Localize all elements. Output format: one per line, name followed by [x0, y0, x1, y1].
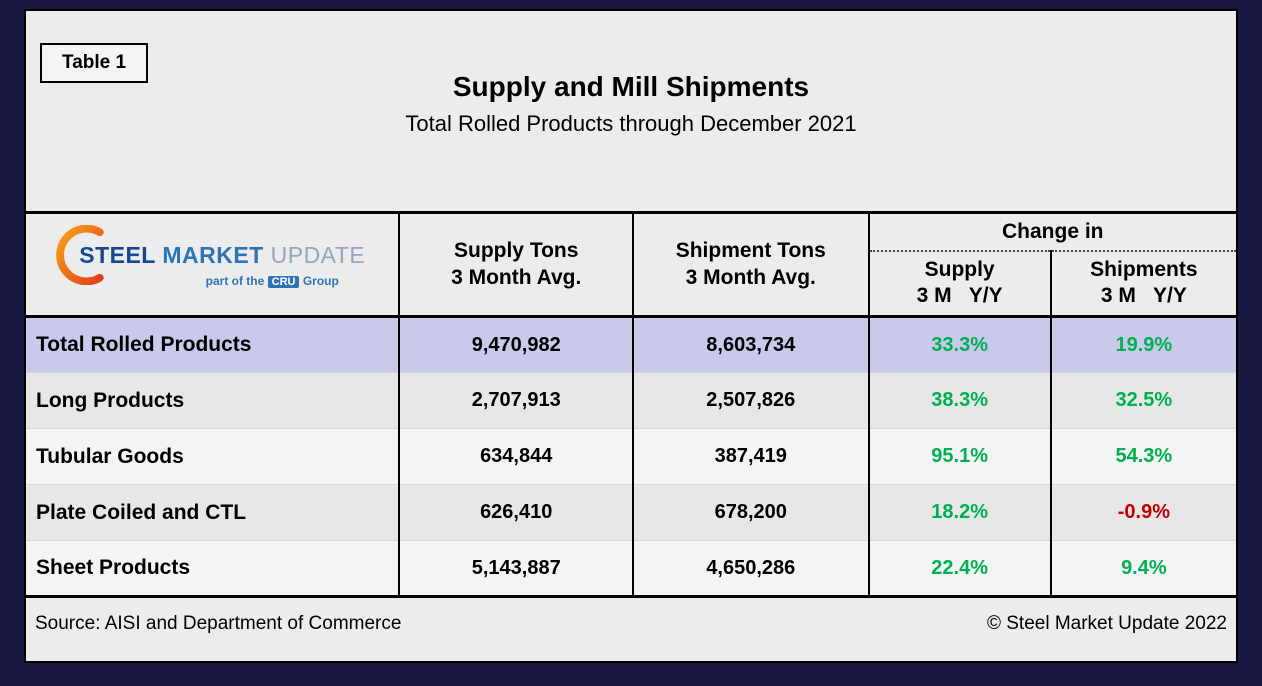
product-name-cell: Plate Coiled and CTL	[26, 484, 400, 541]
logo-word-update: UPDATE	[270, 241, 366, 268]
change-value: 22.4%	[867, 540, 1051, 598]
page-title: Supply and Mill Shipments	[452, 71, 810, 102]
product-name-cell: Tubular Goods	[26, 428, 400, 485]
logo-tagline: part of the CRU Group	[205, 273, 339, 288]
table-label: Table 1	[62, 52, 127, 73]
change-value: 18.2%	[867, 484, 1051, 541]
report-panel: Table 1 Supply and Mill Shipments Total …	[24, 9, 1238, 663]
title-area: Table 1 Supply and Mill Shipments Total …	[26, 11, 1236, 211]
column-header-supply-tons: Supply Tons 3 Month Avg.	[398, 211, 633, 318]
change-value: 38.3%	[867, 372, 1051, 429]
shipment-tons-cell: 387,419	[631, 428, 869, 485]
product-name-cell: Total Rolled Products	[36, 333, 252, 356]
table-row: Long Products 2,707,913 2,507,826 38.3% …	[26, 372, 1236, 429]
footer: Source: AISI and Department of Commerce …	[26, 598, 1236, 650]
header-row-sub: Supply 3 M Y/Y Shipments 3 M Y/Y	[26, 250, 1236, 318]
product-name-cell: Long Products	[26, 372, 400, 429]
shipment-tons-cell: 4,650,286	[631, 540, 869, 598]
table-label-box: Table 1	[40, 43, 149, 83]
shipment-tons-cell: 8,603,734	[631, 316, 869, 373]
change-value: 19.9%	[1049, 316, 1236, 373]
table-row: Sheet Products 5,143,887 4,650,286 22.4%…	[26, 540, 1236, 598]
product-name-cell: Sheet Products	[26, 540, 400, 598]
supply-tons-cell: 5,143,887	[398, 540, 633, 598]
logo-word-market: MARKET	[162, 241, 264, 268]
header-row-top: STEEL MARKET UPDATE part of the CRU Grou…	[26, 211, 1236, 318]
copyright-note: © Steel Market Update 2022	[986, 613, 1227, 634]
column-header-shipment-tons: Shipment Tons 3 Month Avg.	[631, 211, 869, 318]
steel-market-update-logo: STEEL MARKET UPDATE part of the CRU Grou…	[26, 224, 398, 288]
source-note: Source: AISI and Department of Commerce	[35, 613, 402, 634]
smu-swoosh-icon	[56, 224, 104, 285]
shipment-tons-cell: 2,507,826	[631, 372, 869, 429]
shipment-tons-cell: 678,200	[631, 484, 869, 541]
logo-cell: STEEL MARKET UPDATE part of the CRU Grou…	[26, 211, 400, 318]
table-row: Tubular Goods 634,844 387,419 95.1% 54.3…	[26, 428, 1236, 485]
supply-shipments-table: STEEL MARKET UPDATE part of the CRU Grou…	[26, 211, 1236, 598]
change-value: 95.1%	[867, 428, 1051, 485]
column-header-shipments-change: Shipments 3 M Y/Y	[1049, 250, 1236, 318]
change-value: 33.3%	[867, 316, 1051, 373]
column-header-change-in: Change in	[867, 211, 1236, 252]
change-value: 54.3%	[1049, 428, 1236, 485]
table-row: Plate Coiled and CTL 626,410 678,200 18.…	[26, 484, 1236, 541]
supply-tons-cell: 626,410	[398, 484, 633, 541]
supply-tons-cell: 634,844	[398, 428, 633, 485]
supply-tons-cell: 9,470,982	[398, 316, 633, 373]
column-header-supply-change: Supply 3 M Y/Y	[867, 250, 1051, 318]
cru-badge: CRU	[267, 275, 300, 288]
change-value: 9.4%	[1049, 540, 1236, 598]
supply-tons-cell: 2,707,913	[398, 372, 633, 429]
logo-word-steel: STEEL	[79, 241, 156, 268]
change-value: -0.9%	[1049, 484, 1236, 541]
change-value: 32.5%	[1049, 372, 1236, 429]
page-subtitle: Total Rolled Products through December 2…	[405, 111, 857, 136]
table-row: Total Rolled Products 9,470,982 8,603,73…	[26, 316, 1236, 373]
